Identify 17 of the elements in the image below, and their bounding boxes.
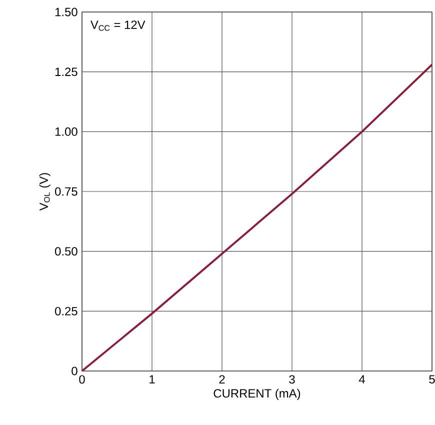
y-axis-title: V$_{OL}$ (V) <box>39 173 50 211</box>
y-tick-label: 0.25 <box>55 306 78 316</box>
y-tick-label: 0.75 <box>55 187 78 196</box>
annotation: V$_{CC}$ = 12V <box>90 20 146 31</box>
x-tick-label: 2 <box>219 375 225 384</box>
y-tick-label: 0 <box>72 366 78 376</box>
y-tick-label: 1.50 <box>55 8 78 16</box>
x-tick-label: 4 <box>358 375 365 384</box>
line-series <box>82 64 432 371</box>
x-tick-label: 1 <box>150 375 155 384</box>
x-tick-label: 3 <box>289 375 295 384</box>
y-tick-label: 1.00 <box>55 127 78 136</box>
x-tick-label: 0 <box>79 375 85 384</box>
x-tick-label: 5 <box>429 375 435 384</box>
y-tick-label: 0.50 <box>55 247 78 256</box>
y-tick-label: 1.25 <box>55 68 78 76</box>
x-axis-title: CURRENT (mA) <box>214 388 300 400</box>
